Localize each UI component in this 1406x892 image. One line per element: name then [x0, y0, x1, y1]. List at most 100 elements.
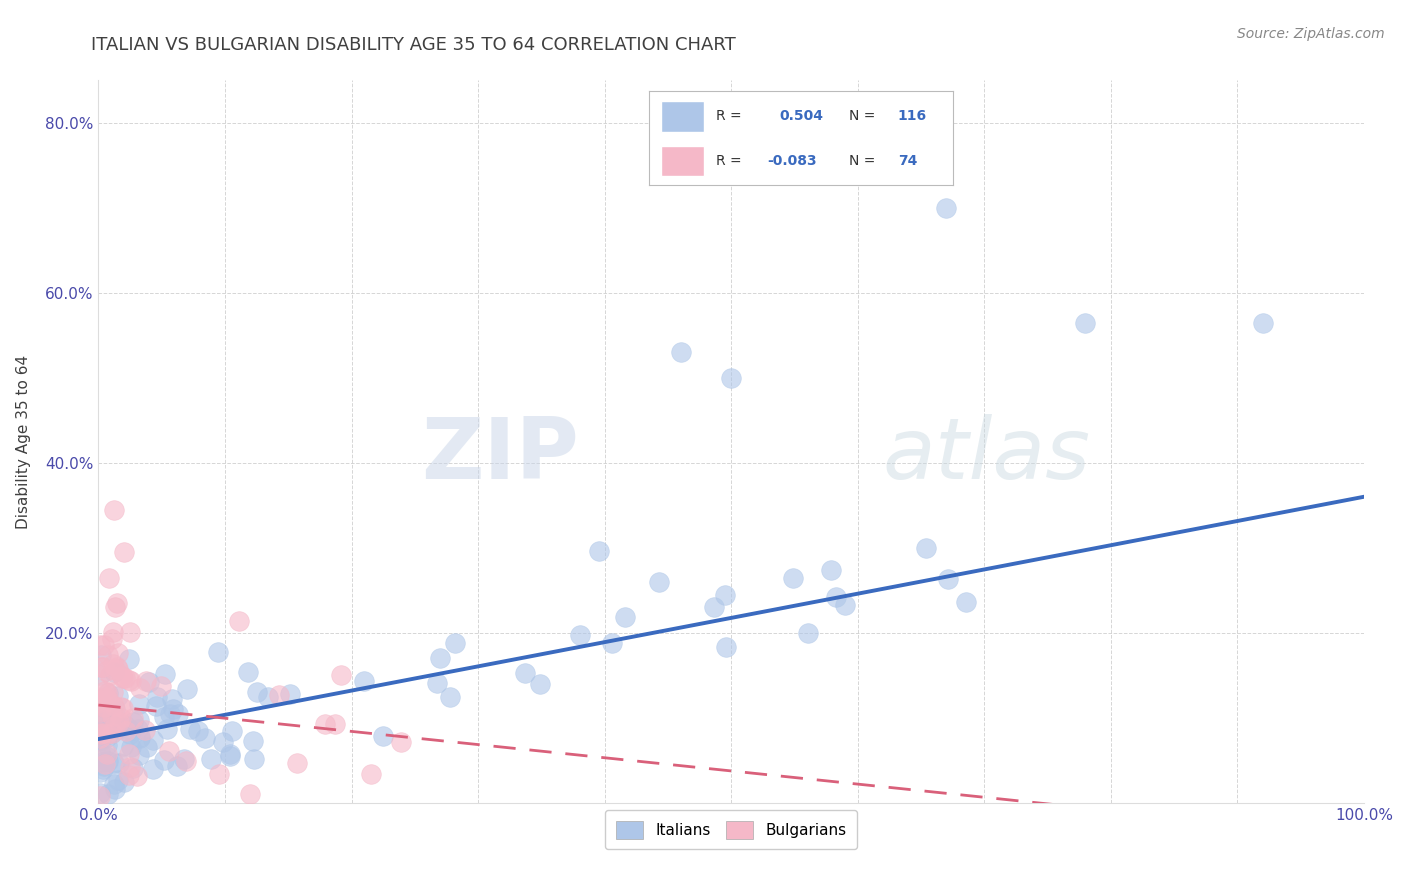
Point	[208, 767, 231, 781]
Point	[782, 571, 804, 585]
Point	[145, 698, 167, 713]
Point	[103, 777, 125, 791]
Point	[179, 722, 201, 736]
Text: Source: ZipAtlas.com: Source: ZipAtlas.com	[1237, 27, 1385, 41]
Point	[107, 596, 129, 610]
Point	[117, 673, 139, 687]
Point	[103, 698, 125, 713]
Point	[648, 575, 671, 590]
Point	[834, 598, 856, 612]
Point	[269, 689, 291, 703]
Point	[90, 705, 112, 719]
Point	[122, 715, 145, 730]
Point	[935, 201, 957, 215]
Point	[152, 753, 174, 767]
Point	[166, 706, 188, 721]
Point	[90, 727, 112, 741]
Point	[103, 665, 125, 679]
Point	[568, 628, 591, 642]
Point	[114, 671, 136, 685]
Y-axis label: Disability Age 35 to 64: Disability Age 35 to 64	[17, 354, 31, 529]
Point	[89, 681, 111, 696]
Point	[600, 636, 623, 650]
Point	[97, 755, 120, 769]
Point	[142, 762, 165, 776]
Point	[96, 720, 118, 734]
Point	[221, 723, 243, 738]
Point	[157, 744, 180, 758]
Point	[128, 731, 150, 745]
Point	[115, 723, 138, 738]
Point	[91, 762, 114, 776]
Point	[107, 662, 129, 676]
Point	[716, 640, 738, 654]
Point	[89, 731, 111, 745]
Point	[93, 638, 115, 652]
Point	[242, 733, 264, 747]
Point	[101, 709, 124, 723]
Point	[105, 660, 128, 674]
Point	[98, 694, 121, 708]
Point	[103, 702, 125, 716]
Point	[153, 709, 176, 723]
Point	[529, 676, 551, 690]
Point	[112, 701, 135, 715]
Point	[94, 756, 117, 771]
Point	[112, 739, 135, 753]
Point	[135, 739, 157, 754]
Point	[915, 541, 938, 555]
Point	[108, 756, 131, 770]
Point	[389, 734, 412, 748]
Point	[138, 674, 160, 689]
Point	[166, 759, 188, 773]
Point	[323, 717, 346, 731]
Point	[127, 723, 149, 737]
Point	[194, 731, 217, 745]
Point	[159, 706, 181, 721]
Point	[239, 787, 262, 801]
Point	[117, 747, 139, 761]
Point	[110, 719, 132, 733]
Point	[134, 723, 156, 738]
Point	[89, 639, 111, 653]
Point	[98, 721, 121, 735]
Point	[228, 615, 250, 629]
Point	[96, 739, 118, 753]
Point	[89, 706, 111, 720]
Point	[94, 717, 117, 731]
Point	[426, 675, 449, 690]
Point	[314, 717, 336, 731]
Point	[187, 723, 209, 738]
Point	[104, 723, 127, 737]
Point	[797, 626, 820, 640]
Point	[104, 663, 127, 677]
Point	[104, 600, 127, 615]
Point	[91, 726, 114, 740]
Point	[176, 681, 198, 696]
Point	[90, 755, 112, 769]
Point	[246, 685, 269, 699]
Point	[96, 727, 118, 741]
Point	[101, 711, 124, 725]
Point	[121, 711, 143, 725]
Point	[90, 732, 112, 747]
Point	[218, 749, 240, 764]
Point	[93, 759, 115, 773]
Point	[128, 713, 150, 727]
Point	[1074, 316, 1097, 330]
Point	[94, 713, 117, 727]
Point	[120, 723, 142, 738]
Point	[93, 711, 115, 725]
Point	[128, 748, 150, 763]
Point	[120, 673, 142, 688]
Point	[242, 752, 264, 766]
Point	[89, 693, 111, 707]
Point	[125, 769, 148, 783]
Point	[103, 756, 125, 771]
Text: ZIP: ZIP	[422, 415, 579, 498]
Point	[97, 648, 120, 662]
Point	[720, 371, 742, 385]
Legend: Italians, Bulgarians: Italians, Bulgarians	[605, 810, 858, 849]
Point	[89, 786, 111, 800]
Point	[280, 687, 302, 701]
